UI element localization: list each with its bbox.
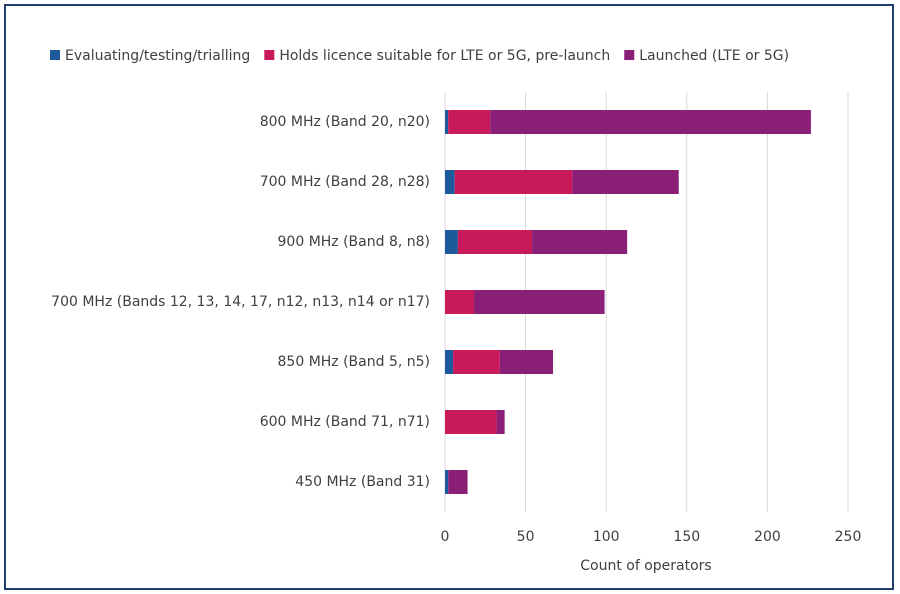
y-tick-label: 700 MHz (Band 28, n28) (260, 174, 430, 190)
y-tick-label: 800 MHz (Band 20, n20) (260, 114, 430, 130)
bar-segment (445, 470, 449, 494)
bar-segment (445, 290, 475, 314)
bar-segment (474, 290, 605, 314)
bar-segment (445, 110, 449, 134)
y-tick-label: 850 MHz (Band 5, n5) (278, 354, 430, 370)
y-tick-label: 900 MHz (Band 8, n8) (278, 234, 430, 250)
bar-segment (445, 230, 458, 254)
bar-segment (445, 410, 497, 434)
bar-segment (448, 470, 468, 494)
bar-segment (453, 350, 500, 374)
bar-segment (454, 170, 573, 194)
x-tick-label: 250 (835, 529, 862, 545)
y-tick-label: 600 MHz (Band 71, n71) (260, 414, 430, 430)
y-tick-label: 450 MHz (Band 31) (295, 474, 430, 490)
x-tick-label: 50 (517, 529, 535, 545)
y-tick-label: 700 MHz (Bands 12, 13, 14, 17, n12, n13,… (51, 294, 430, 310)
legend-swatch (50, 50, 60, 60)
legend-label: Holds licence suitable for LTE or 5G, pr… (279, 48, 610, 64)
legend-swatch (264, 50, 275, 60)
bar-segment (445, 170, 455, 194)
bar-segment (445, 350, 454, 374)
x-axis-title: Count of operators (580, 558, 711, 574)
legend-swatch (624, 50, 635, 60)
legend-label: Launched (LTE or 5G) (639, 48, 789, 64)
x-tick-label: 200 (754, 529, 781, 545)
bar-segment (490, 110, 811, 134)
x-tick-label: 0 (441, 529, 450, 545)
bar-segment (457, 230, 533, 254)
x-tick-label: 100 (593, 529, 620, 545)
x-tick-label: 150 (673, 529, 700, 545)
bar-segment (499, 350, 554, 374)
bar-segment (572, 170, 679, 194)
legend-label: Evaluating/testing/trialling (65, 48, 250, 64)
bar-segment (496, 410, 505, 434)
bar-segment (532, 230, 628, 254)
bar-segment (448, 110, 491, 134)
